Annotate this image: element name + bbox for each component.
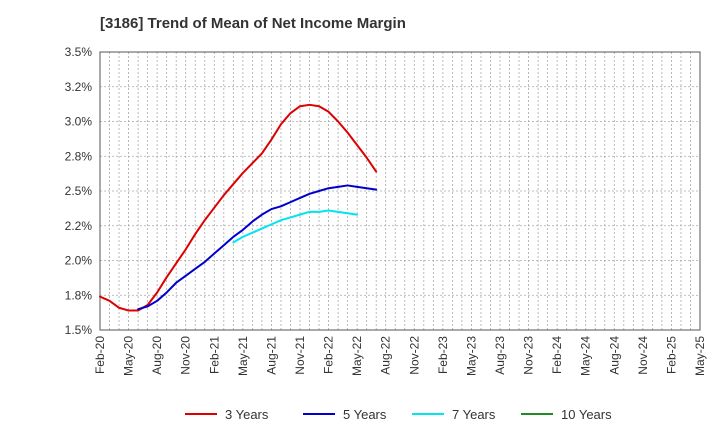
chart-title: [3186] Trend of Mean of Net Income Margi… <box>100 15 406 32</box>
x-tick-label: Aug-23 <box>493 336 507 375</box>
x-tick-label: May-22 <box>350 336 364 376</box>
y-tick-label: 2.5% <box>65 184 93 198</box>
x-tick-label: Feb-21 <box>207 336 221 374</box>
y-tick-label: 2.0% <box>65 254 93 268</box>
x-tick-label: Aug-24 <box>607 336 621 375</box>
y-tick-label: 1.8% <box>65 288 93 302</box>
legend-label: 7 Years <box>452 407 496 422</box>
x-tick-label: Feb-25 <box>664 336 678 374</box>
y-tick-label: 3.2% <box>65 80 93 94</box>
y-tick-label: 2.2% <box>65 219 93 233</box>
x-tick-label: Feb-23 <box>436 336 450 374</box>
y-tick-label: 2.8% <box>65 149 93 163</box>
series-line-7-years <box>232 209 359 244</box>
x-tick-label: Nov-20 <box>179 336 193 375</box>
x-tick-label: Nov-21 <box>293 336 307 375</box>
y-tick-label: 3.0% <box>65 115 93 129</box>
x-tick-label: May-20 <box>122 336 136 376</box>
plot-border <box>99 51 701 331</box>
x-tick-label: May-25 <box>693 336 707 376</box>
x-tick-label: Aug-22 <box>379 336 393 375</box>
x-tick-label: May-21 <box>236 336 250 376</box>
x-tick-label: Aug-20 <box>150 336 164 375</box>
x-tick-label: May-24 <box>579 336 593 376</box>
series-line-5-years <box>137 184 378 311</box>
x-tick-label: Nov-22 <box>407 336 421 375</box>
legend-label: 5 Years <box>343 407 387 422</box>
legend-label: 3 Years <box>225 407 269 422</box>
y-tick-label: 3.5% <box>65 45 93 59</box>
x-tick-label: Nov-23 <box>522 336 536 375</box>
x-tick-label: May-23 <box>464 336 478 376</box>
x-tick-label: Feb-22 <box>322 336 336 374</box>
x-tick-label: Feb-24 <box>550 336 564 374</box>
x-tick-label: Aug-21 <box>264 336 278 375</box>
y-tick-label: 1.5% <box>65 323 93 337</box>
legend-label: 10 Years <box>561 407 612 422</box>
x-tick-label: Nov-24 <box>636 336 650 375</box>
x-tick-label: Feb-20 <box>93 336 107 374</box>
